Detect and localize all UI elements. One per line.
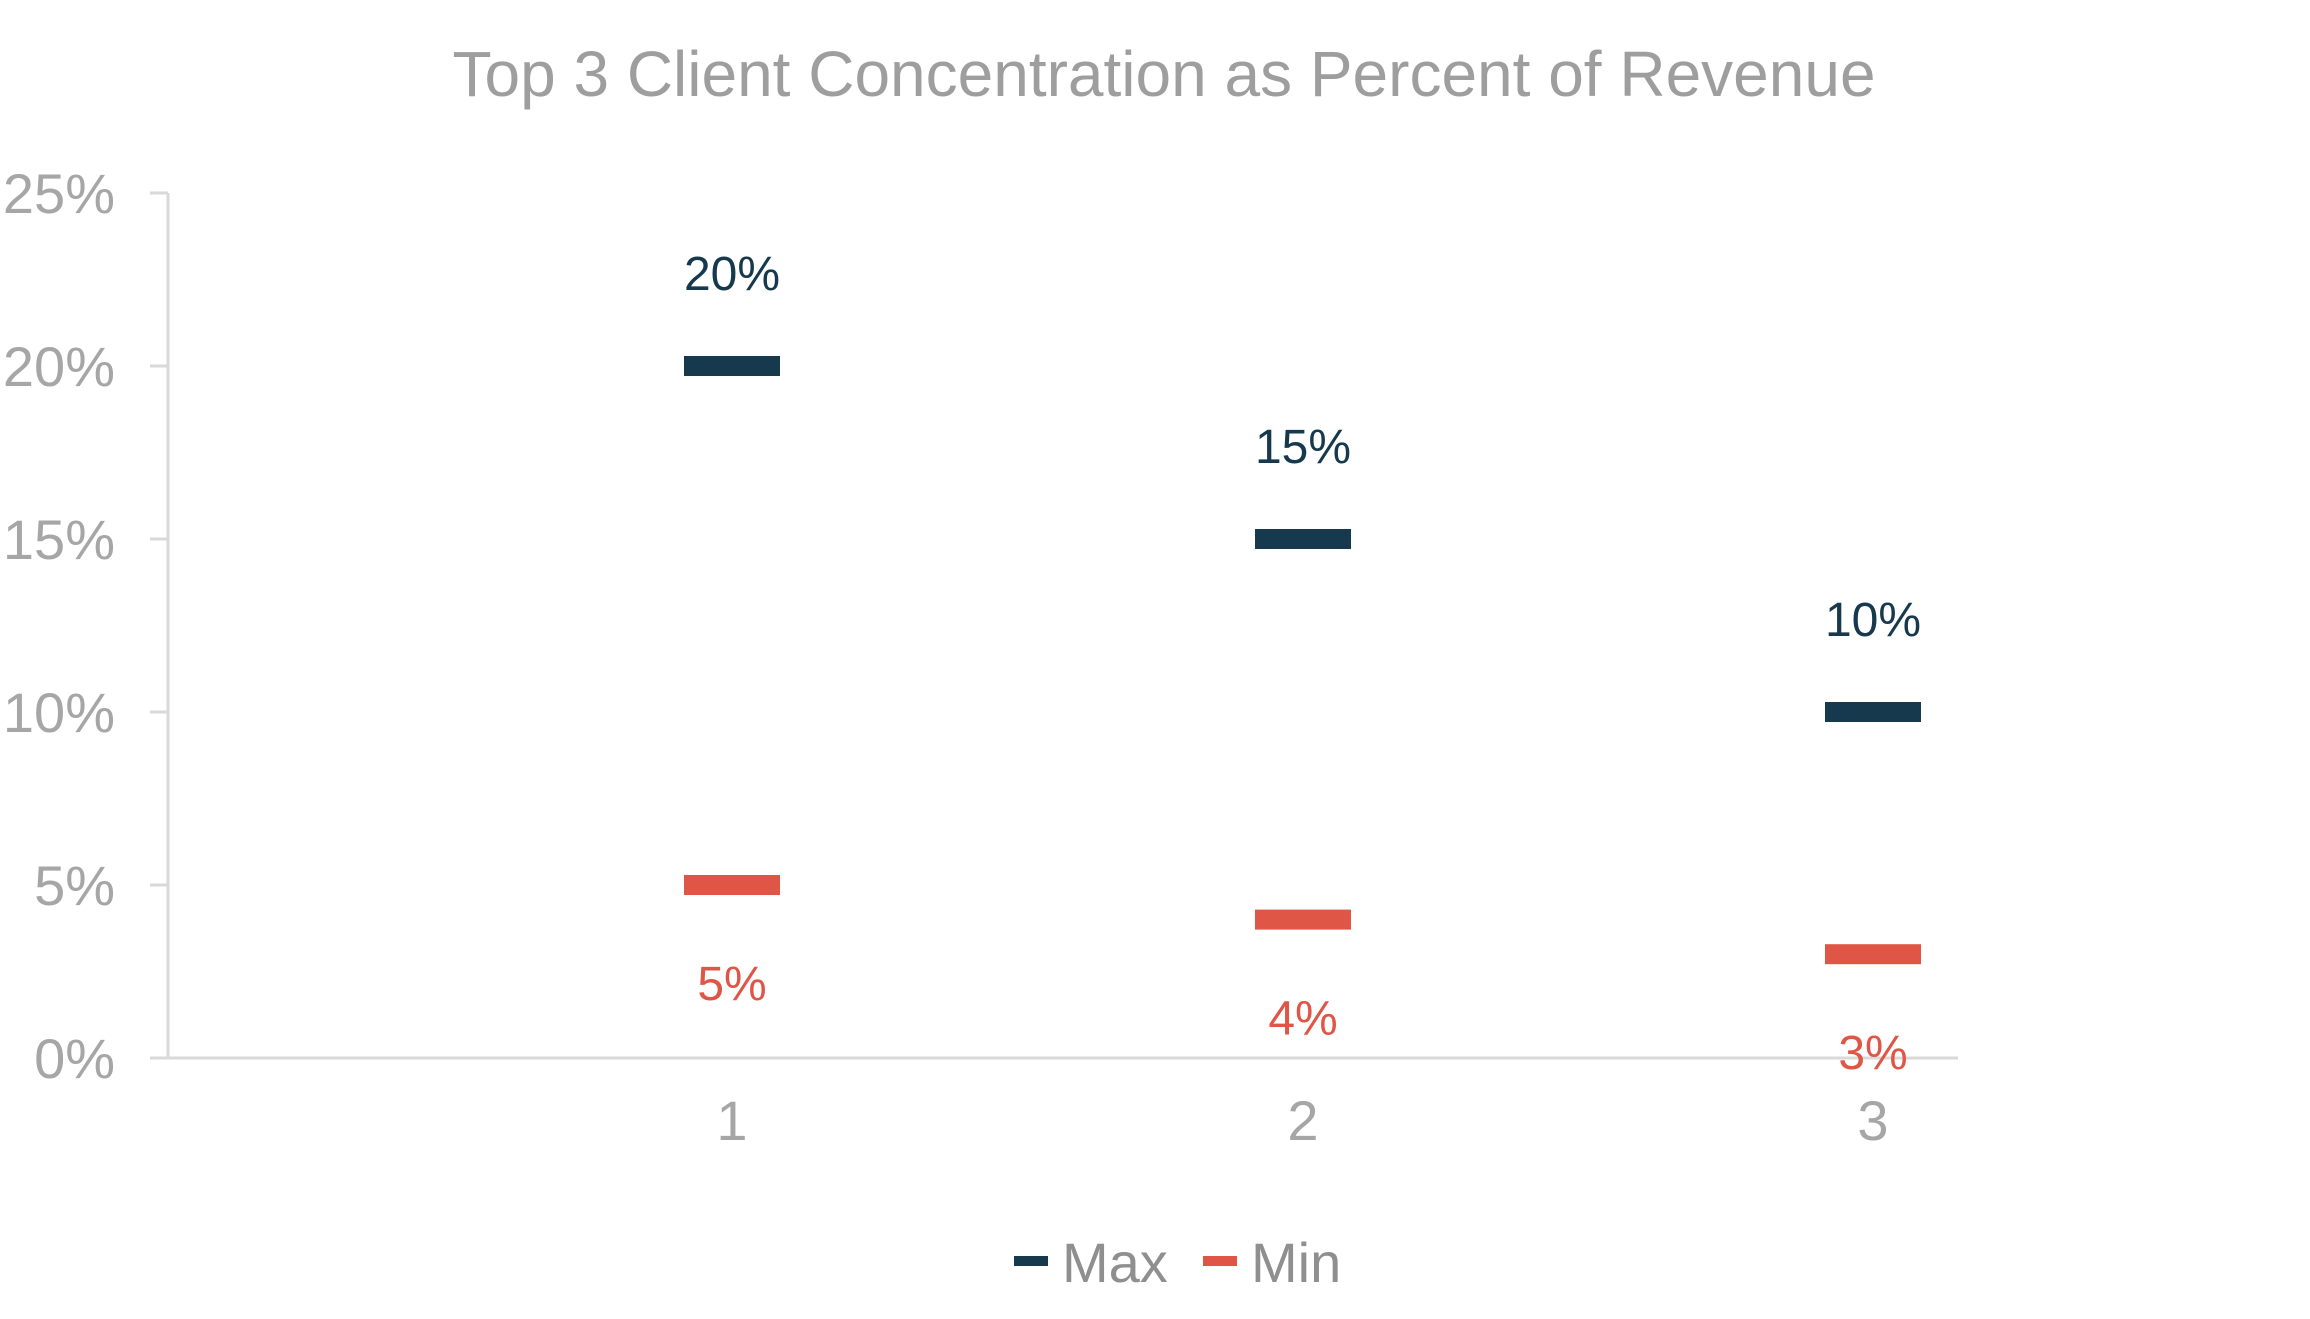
data-label-max: 20% — [684, 248, 780, 301]
data-point-min — [1255, 909, 1351, 930]
data-label-min: 3% — [1838, 1027, 1907, 1080]
chart-title: Top 3 Client Concentration as Percent of… — [452, 38, 1875, 110]
legend-label-min: Min — [1251, 1231, 1341, 1294]
data-point-max — [1825, 702, 1921, 722]
data-label-min: 4% — [1268, 993, 1337, 1046]
y-tick-label: 10% — [3, 681, 115, 744]
data-label-max: 15% — [1255, 421, 1351, 474]
chart-marks: 20% 15% 10% 5% 4% 3% — [684, 248, 1921, 1080]
data-label-max: 10% — [1825, 594, 1921, 647]
data-point-min — [1825, 944, 1921, 965]
x-tick-label: 2 — [1287, 1089, 1318, 1152]
legend-label-max: Max — [1062, 1231, 1168, 1294]
chart-axes: 0% 5% 10% 15% 20% 25% 1 2 3 — [3, 162, 1958, 1152]
data-label-min: 5% — [697, 958, 766, 1011]
y-tick-label: 5% — [34, 854, 115, 917]
y-tick-label: 20% — [3, 335, 115, 398]
y-tick-label: 25% — [3, 162, 115, 225]
data-point-max — [1255, 529, 1351, 549]
legend-swatch-max — [1014, 1256, 1048, 1266]
data-point-max — [684, 356, 780, 376]
y-tick-label: 15% — [3, 508, 115, 571]
legend-swatch-min — [1203, 1256, 1237, 1266]
data-point-min — [684, 875, 780, 895]
x-tick-label: 3 — [1857, 1089, 1888, 1152]
y-tick-label: 0% — [34, 1027, 115, 1090]
x-tick-label: 1 — [716, 1089, 747, 1152]
chart-legend: Max Min — [1014, 1231, 1341, 1294]
